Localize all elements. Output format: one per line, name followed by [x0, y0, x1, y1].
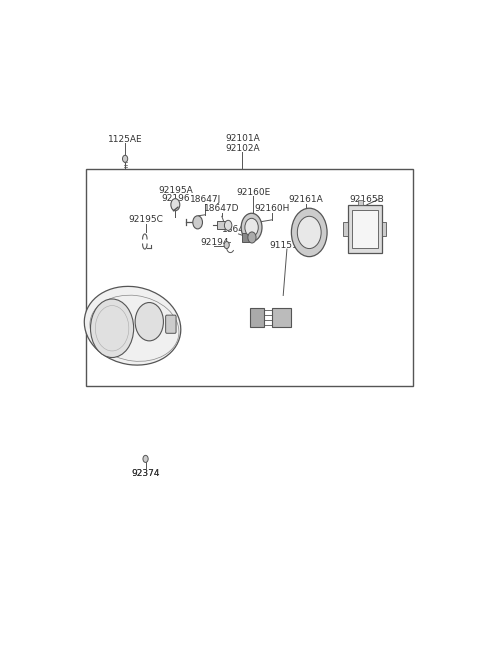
Text: 92160H: 92160H — [254, 204, 290, 214]
Circle shape — [224, 242, 229, 248]
Bar — [217, 221, 228, 229]
Circle shape — [225, 220, 232, 231]
Bar — [343, 222, 348, 236]
FancyBboxPatch shape — [166, 315, 176, 333]
Text: 92374: 92374 — [132, 468, 160, 477]
Text: 92101A: 92101A — [225, 134, 260, 143]
Circle shape — [291, 208, 327, 257]
Circle shape — [241, 214, 262, 242]
Text: 91151A: 91151A — [269, 240, 304, 250]
Circle shape — [135, 303, 163, 341]
Ellipse shape — [84, 286, 181, 365]
Bar — [348, 204, 382, 253]
Circle shape — [122, 155, 128, 162]
Text: 18644E: 18644E — [221, 225, 256, 234]
Text: 92195A: 92195A — [158, 186, 192, 195]
Bar — [272, 308, 291, 327]
Circle shape — [245, 218, 258, 236]
Bar — [242, 233, 251, 242]
Text: 92195C: 92195C — [128, 215, 163, 224]
Circle shape — [171, 198, 180, 211]
Text: 92374: 92374 — [132, 468, 160, 477]
Text: 92102A: 92102A — [225, 143, 260, 153]
Text: 92194: 92194 — [200, 238, 228, 246]
Circle shape — [143, 455, 148, 462]
Text: 1125AE: 1125AE — [108, 135, 143, 143]
Bar — [382, 222, 386, 236]
Bar — [352, 210, 378, 248]
Text: 92160E: 92160E — [236, 187, 271, 196]
Text: 18647D: 18647D — [204, 204, 240, 214]
Text: 92196: 92196 — [161, 194, 190, 203]
Bar — [250, 308, 264, 327]
Circle shape — [297, 216, 321, 248]
Circle shape — [248, 232, 256, 243]
Circle shape — [193, 215, 203, 229]
Circle shape — [91, 299, 133, 358]
Text: 18647J: 18647J — [190, 195, 221, 204]
Bar — [86, 170, 413, 386]
Text: 92161A: 92161A — [288, 195, 323, 204]
Bar — [358, 200, 363, 204]
Text: 92165B: 92165B — [349, 195, 384, 204]
